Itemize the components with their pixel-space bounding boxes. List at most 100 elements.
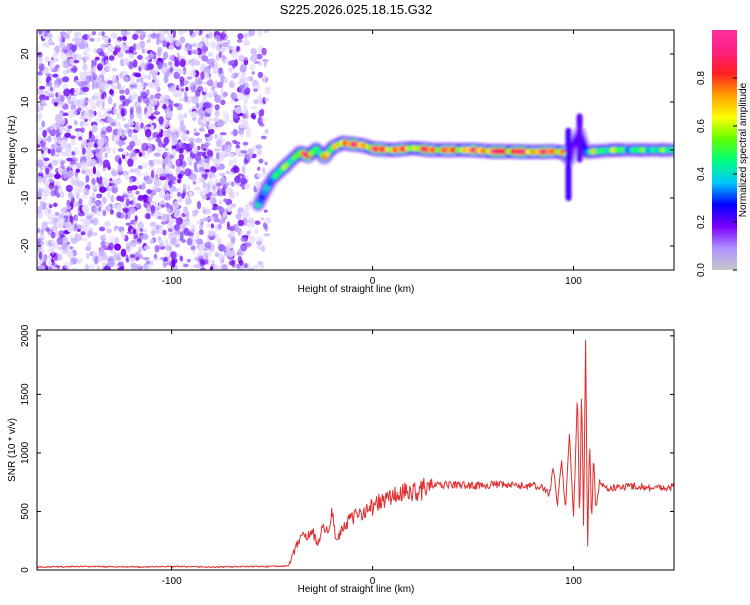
- noise-speckle: [97, 213, 102, 217]
- noise-speckle: [263, 233, 270, 236]
- noise-speckle: [250, 48, 257, 55]
- noise-speckle: [136, 43, 143, 50]
- noise-speckle: [160, 95, 166, 98]
- noise-speckle: [87, 241, 92, 248]
- noise-speckle: [124, 76, 129, 82]
- noise-speckle: [140, 63, 146, 69]
- noise-speckle: [80, 121, 84, 127]
- noise-speckle: [236, 191, 239, 196]
- noise-speckle: [220, 100, 225, 105]
- noise-speckle: [189, 28, 193, 35]
- noise-speckle: [169, 218, 175, 223]
- noise-speckle: [224, 78, 228, 84]
- spectrogram-y-tick-label: -10: [20, 190, 31, 205]
- noise-speckle: [212, 264, 218, 268]
- noise-speckle: [211, 260, 215, 264]
- noise-speckle: [78, 136, 82, 140]
- noise-speckle: [83, 123, 89, 127]
- noise-speckle: [96, 48, 103, 54]
- noise-speckle: [74, 60, 79, 63]
- noise-speckle: [238, 256, 243, 264]
- noise-speckle: [245, 242, 251, 247]
- noise-speckle: [240, 124, 245, 129]
- colorbar-tick-label: 0.8: [696, 71, 707, 85]
- noise-speckle: [166, 110, 173, 118]
- noise-speckle: [249, 30, 254, 37]
- noise-speckle: [143, 48, 147, 52]
- noise-speckle: [53, 203, 58, 207]
- noise-speckle: [196, 239, 203, 245]
- noise-speckle: [106, 141, 109, 147]
- noise-speckle: [138, 249, 142, 255]
- noise-speckle: [62, 207, 67, 214]
- noise-speckle: [48, 148, 51, 154]
- noise-speckle: [74, 120, 78, 125]
- noise-speckle: [238, 81, 244, 85]
- noise-speckle: [259, 62, 262, 66]
- noise-speckle: [159, 243, 164, 247]
- noise-speckle: [54, 102, 58, 107]
- noise-speckle: [68, 59, 71, 65]
- noise-speckle: [79, 198, 83, 204]
- noise-speckle: [251, 106, 257, 110]
- noise-speckle: [219, 173, 225, 176]
- noise-speckle: [262, 167, 266, 174]
- noise-speckle: [110, 32, 117, 38]
- noise-speckle: [118, 158, 122, 165]
- noise-speckle: [207, 182, 211, 191]
- noise-speckle: [48, 256, 52, 260]
- noise-speckle: [71, 45, 77, 52]
- noise-speckle: [211, 231, 216, 235]
- noise-speckle: [141, 92, 148, 99]
- noise-speckle: [165, 239, 168, 247]
- noise-speckle: [147, 137, 153, 140]
- noise-speckle: [101, 94, 104, 100]
- noise-speckle: [258, 261, 263, 265]
- noise-speckle: [47, 136, 52, 142]
- noise-speckle: [220, 121, 227, 124]
- noise-speckle: [46, 96, 49, 100]
- noise-speckle: [150, 239, 154, 245]
- noise-speckle: [258, 159, 263, 164]
- noise-speckle: [229, 120, 233, 123]
- noise-speckle: [158, 125, 161, 133]
- figure-title: S225.2026.025.18.15.G32: [280, 2, 433, 17]
- noise-speckle: [45, 168, 49, 175]
- noise-speckle: [37, 190, 42, 198]
- noise-speckle: [209, 173, 213, 179]
- noise-speckle: [117, 51, 124, 58]
- noise-speckle: [57, 36, 62, 43]
- noise-speckle: [82, 64, 87, 71]
- noise-speckle: [203, 67, 207, 73]
- noise-speckle: [70, 135, 76, 139]
- noise-speckle: [45, 82, 52, 87]
- noise-speckle: [96, 194, 102, 199]
- snr-y-tick-label: 500: [20, 503, 31, 520]
- noise-speckle: [218, 224, 222, 230]
- spectrogram-y-tick-label: -20: [20, 238, 31, 253]
- noise-speckle: [178, 70, 185, 75]
- noise-speckle: [236, 264, 241, 269]
- noise-speckle: [133, 156, 137, 161]
- noise-speckle: [244, 57, 248, 61]
- noise-speckle: [129, 178, 133, 184]
- noise-speckle: [166, 208, 171, 212]
- noise-speckle: [142, 183, 146, 190]
- noise-speckle: [54, 84, 60, 89]
- noise-speckle: [39, 170, 43, 173]
- noise-speckle: [121, 109, 125, 117]
- noise-speckle: [217, 255, 224, 259]
- noise-speckle: [182, 165, 185, 170]
- noise-speckle: [82, 238, 88, 241]
- noise-speckle: [51, 263, 57, 267]
- noise-speckle: [53, 74, 59, 78]
- noise-speckle: [67, 265, 70, 272]
- noise-speckle: [81, 81, 88, 86]
- noise-speckle: [97, 77, 102, 84]
- noise-speckle: [92, 31, 96, 35]
- noise-speckle: [186, 59, 193, 65]
- noise-speckle: [105, 52, 108, 57]
- noise-speckle: [184, 196, 190, 201]
- noise-speckle: [68, 193, 74, 200]
- noise-speckle: [214, 148, 221, 152]
